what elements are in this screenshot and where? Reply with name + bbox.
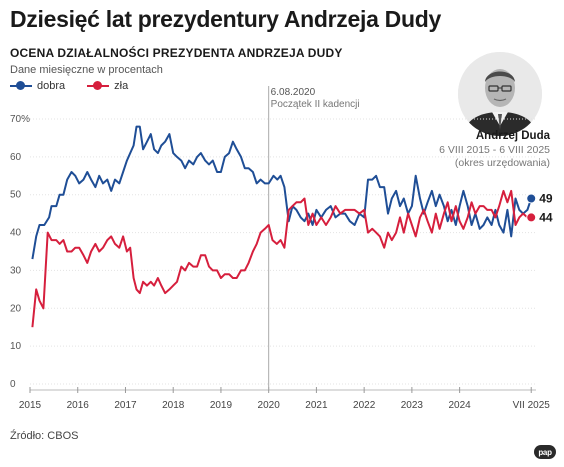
x-tick-label: 2023 — [401, 400, 424, 411]
legend: dobra zła — [10, 80, 128, 92]
y-tick-label: 70% — [10, 114, 30, 125]
portrait-photo — [458, 52, 542, 136]
y-tick-label: 60 — [10, 152, 22, 163]
legend-item-zla: zła — [87, 80, 128, 92]
legend-label-dobra: dobra — [37, 80, 66, 92]
legend-swatch-dobra — [10, 81, 32, 91]
y-tick-label: 30 — [10, 265, 22, 276]
x-tick-label: 2018 — [162, 400, 185, 411]
y-tick-label: 20 — [10, 303, 22, 314]
y-tick-label: 0 — [10, 379, 16, 390]
y-tick-label: 10 — [10, 341, 22, 352]
series-line-dobra — [31, 125, 533, 260]
y-tick-label: 50 — [10, 190, 22, 201]
chart-subtitle: OCENA DZIAŁALNOŚCI PREZYDENTA ANDRZEJA D… — [10, 46, 343, 60]
x-tick-label: 2024 — [448, 400, 471, 411]
person-name: Andrzej Duda — [475, 130, 550, 142]
x-tick-label: 2015 — [19, 400, 42, 411]
person-office-note: (okres urzędowania) — [454, 157, 550, 169]
annotation-text: Początek II kadencji — [271, 99, 360, 110]
series-end-label: 49 — [539, 192, 553, 206]
x-tick-label: 2019 — [210, 400, 233, 411]
legend-label-zla: zła — [114, 80, 129, 92]
chart-title: Dziesięć lat prezydentury Andrzeja Dudy — [10, 6, 441, 32]
series-end-point — [526, 193, 537, 204]
x-tick-label: 2017 — [114, 400, 137, 411]
x-tick-label: 2020 — [258, 400, 281, 411]
series-end-label: 44 — [539, 210, 553, 224]
person-term: 6 VIII 2015 - 6 VIII 2025 — [439, 144, 550, 156]
x-tick-label: 2021 — [305, 400, 328, 411]
annotation-date: 6.08.2020 — [271, 87, 316, 98]
source-note: Źródło: CBOS — [10, 430, 79, 442]
data-note: Dane miesięczne w procentach — [10, 64, 163, 76]
agency-logo: pap — [534, 445, 556, 459]
y-tick-label: 40 — [10, 228, 22, 239]
x-tick-label: 2022 — [353, 400, 376, 411]
legend-item-dobra: dobra — [10, 80, 65, 92]
series-end-point — [526, 212, 537, 223]
series-line-zla — [31, 189, 532, 328]
x-tick-label: 2016 — [67, 400, 90, 411]
x-tick-label: VII 2025 — [513, 400, 551, 411]
legend-swatch-zla — [87, 81, 110, 91]
